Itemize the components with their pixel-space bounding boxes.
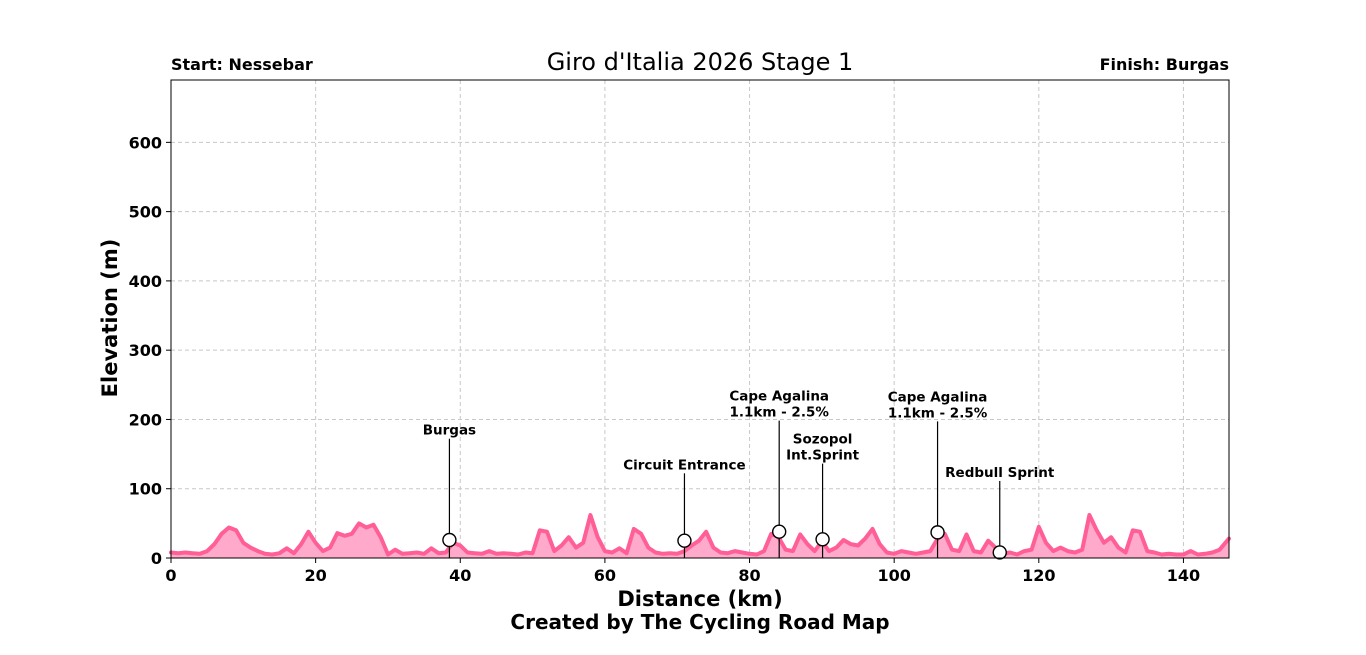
y-tick-label: 0 — [151, 549, 162, 568]
annotation-label: 1.1km - 2.5% — [888, 405, 988, 421]
annotation-label: 1.1km - 2.5% — [729, 405, 829, 421]
chart-title: Giro d'Italia 2026 Stage 1 — [547, 48, 854, 76]
y-tick-label: 500 — [129, 203, 162, 222]
elevation-line — [169, 513, 1231, 557]
x-tick-label: 20 — [305, 566, 327, 585]
annotation-label: Cape Agalina — [729, 389, 829, 405]
annotation-label: Circuit Entrance — [623, 457, 745, 473]
x-tick-label: 120 — [1022, 566, 1055, 585]
elevation-area — [171, 515, 1229, 558]
annotation-marker — [677, 533, 692, 548]
annotation-label: Burgas — [423, 423, 476, 439]
y-tick-label: 200 — [129, 410, 162, 429]
x-tick-label: 100 — [877, 566, 910, 585]
annotation-label: Sozopol — [793, 432, 853, 448]
x-tick-label: 140 — [1167, 566, 1200, 585]
annotation-marker — [442, 532, 457, 548]
climb-annotation: Burgas — [423, 423, 476, 558]
y-tick-label: 400 — [129, 272, 162, 291]
annotation-label: Int.Sprint — [786, 448, 859, 464]
y-tick-label: 600 — [129, 133, 162, 152]
grid — [171, 80, 1229, 558]
climb-annotation: Redbull Sprint — [945, 465, 1055, 560]
axis-ticks: 0 20 40 60 80 100 120 140 0 100 200 300 400 500 600 — [129, 133, 1201, 585]
annotation-label: Redbull Sprint — [945, 465, 1055, 481]
elevation-profile — [169, 513, 1231, 558]
finish-label: Finish: Burgas — [1100, 55, 1229, 74]
x-tick-label: 0 — [165, 566, 176, 585]
annotation-marker — [815, 532, 830, 547]
y-axis-label: Elevation (m) — [98, 239, 122, 398]
climb-annotation: Circuit Entrance — [623, 457, 746, 558]
annotation-marker — [771, 524, 787, 539]
x-tick-label: 60 — [594, 566, 616, 585]
credit-label: Created by The Cycling Road Map — [510, 610, 889, 634]
y-tick-label: 100 — [129, 480, 162, 499]
x-tick-label: 40 — [449, 566, 471, 585]
start-label: Start: Nessebar — [171, 55, 313, 74]
x-axis-label: Distance (km) — [617, 587, 782, 611]
annotation-label: Cape Agalina — [888, 389, 988, 405]
x-tick-label: 80 — [738, 566, 760, 585]
plot-frame — [170, 79, 1230, 559]
y-tick-label: 300 — [129, 341, 162, 360]
annotation-marker — [930, 525, 945, 540]
annotation-marker — [992, 545, 1007, 560]
